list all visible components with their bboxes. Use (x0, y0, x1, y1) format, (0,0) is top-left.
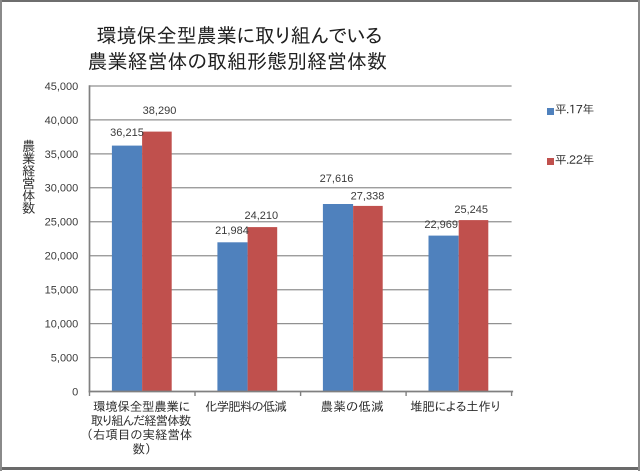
svg-text:25,245: 25,245 (454, 204, 488, 216)
svg-text:10,000: 10,000 (45, 319, 79, 331)
svg-text:24,210: 24,210 (244, 210, 278, 222)
svg-text:21,984: 21,984 (215, 225, 249, 237)
svg-text:0: 0 (72, 386, 78, 398)
svg-text:5,000: 5,000 (51, 353, 79, 365)
svg-text:20,000: 20,000 (45, 251, 79, 263)
svg-text:30,000: 30,000 (45, 183, 79, 195)
svg-text:35,000: 35,000 (45, 149, 79, 161)
svg-text:40,000: 40,000 (45, 115, 79, 127)
svg-text:38,290: 38,290 (143, 105, 177, 117)
svg-text:45,000: 45,000 (45, 81, 79, 93)
svg-text:25,000: 25,000 (45, 217, 79, 229)
svg-text:27,338: 27,338 (351, 190, 385, 202)
svg-text:27,616: 27,616 (320, 173, 354, 185)
svg-text:15,000: 15,000 (45, 285, 79, 297)
svg-text:36,215: 36,215 (110, 127, 144, 139)
svg-text:22,969: 22,969 (424, 219, 458, 231)
